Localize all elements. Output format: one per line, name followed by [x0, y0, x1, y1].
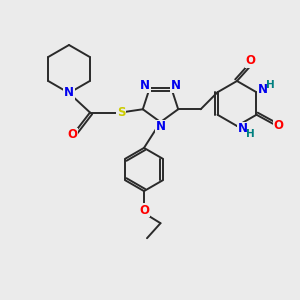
Text: O: O — [273, 119, 284, 132]
Text: H: H — [266, 80, 274, 90]
Text: S: S — [117, 106, 125, 119]
Text: O: O — [139, 203, 149, 217]
Text: N: N — [171, 79, 181, 92]
Text: N: N — [140, 79, 150, 92]
Text: O: O — [68, 128, 78, 142]
Text: H: H — [246, 129, 255, 140]
Text: N: N — [64, 86, 74, 100]
Text: N: N — [257, 83, 268, 96]
Text: N: N — [238, 122, 248, 136]
Text: O: O — [245, 54, 256, 67]
Text: N: N — [155, 120, 166, 133]
